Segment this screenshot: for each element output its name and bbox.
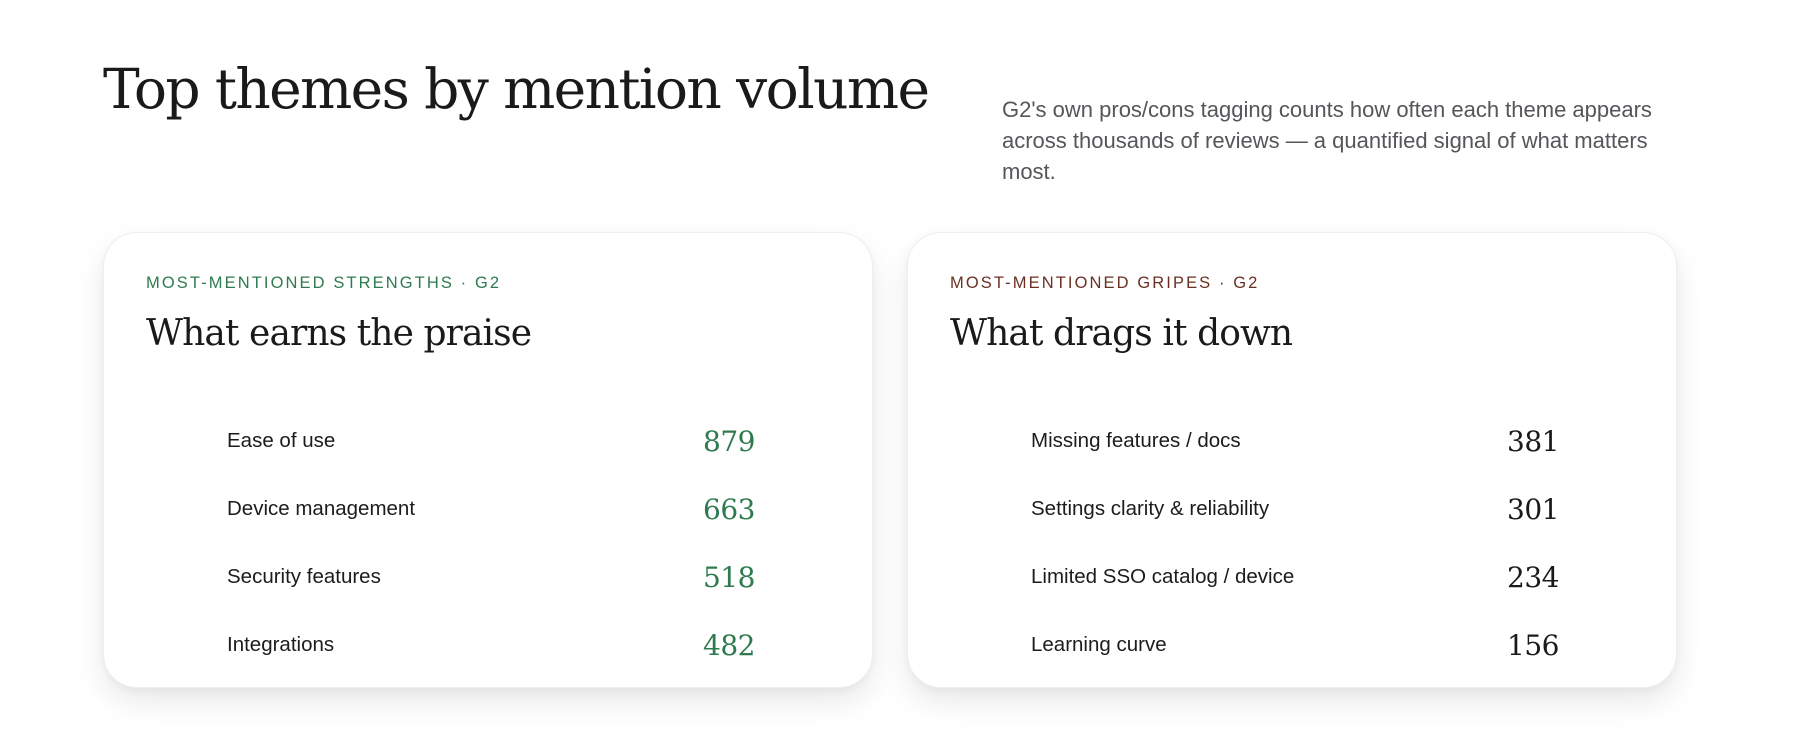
gripes-card: Most-mentioned gripes · G2 What drags it… — [907, 232, 1677, 688]
intro-paragraph: G2's own pros/cons tagging counts how of… — [1002, 97, 1652, 184]
theme-label: Settings clarity & reliability — [1031, 497, 1270, 520]
mention-count: 663 — [703, 492, 755, 526]
list-item: Integrations 482 — [227, 611, 755, 679]
list-item: Learning curve 156 — [1031, 611, 1559, 679]
list-item: Security features 518 — [227, 543, 755, 611]
mention-count: 301 — [1507, 492, 1559, 526]
mention-count: 879 — [703, 424, 755, 458]
theme-label: Device management — [227, 497, 416, 520]
list-item: Settings clarity & reliability 301 — [1031, 475, 1559, 543]
list-item: Device management 663 — [227, 475, 755, 543]
list-item: Missing features / docs 381 — [1031, 407, 1559, 475]
mention-count: 381 — [1507, 424, 1559, 458]
gripes-title: What drags it down — [950, 313, 1293, 354]
mention-count: 156 — [1507, 628, 1559, 662]
theme-label: Ease of use — [227, 429, 336, 452]
theme-label: Limited SSO catalog / device — [1031, 565, 1295, 588]
theme-label: Learning curve — [1031, 633, 1167, 656]
theme-label: Integrations — [227, 633, 335, 656]
strengths-title: What earns the praise — [146, 313, 532, 354]
list-item: Limited SSO catalog / device 234 — [1031, 543, 1559, 611]
mention-count: 234 — [1507, 560, 1559, 594]
theme-label: Missing features / docs — [1031, 429, 1241, 452]
strengths-kicker: Most-mentioned strengths · G2 — [146, 274, 502, 292]
strengths-list: Ease of use 879 Device management 663 Se… — [227, 407, 755, 679]
theme-label: Security features — [227, 565, 381, 588]
gripes-list: Missing features / docs 381 Settings cla… — [1031, 407, 1559, 679]
gripes-kicker: Most-mentioned gripes · G2 — [950, 274, 1260, 292]
mention-count: 482 — [703, 628, 755, 662]
list-item: Ease of use 879 — [227, 407, 755, 475]
page-title: Top themes by mention volume — [103, 57, 930, 121]
mention-count: 518 — [703, 560, 755, 594]
strengths-card: Most-mentioned strengths · G2 What earns… — [103, 232, 873, 688]
